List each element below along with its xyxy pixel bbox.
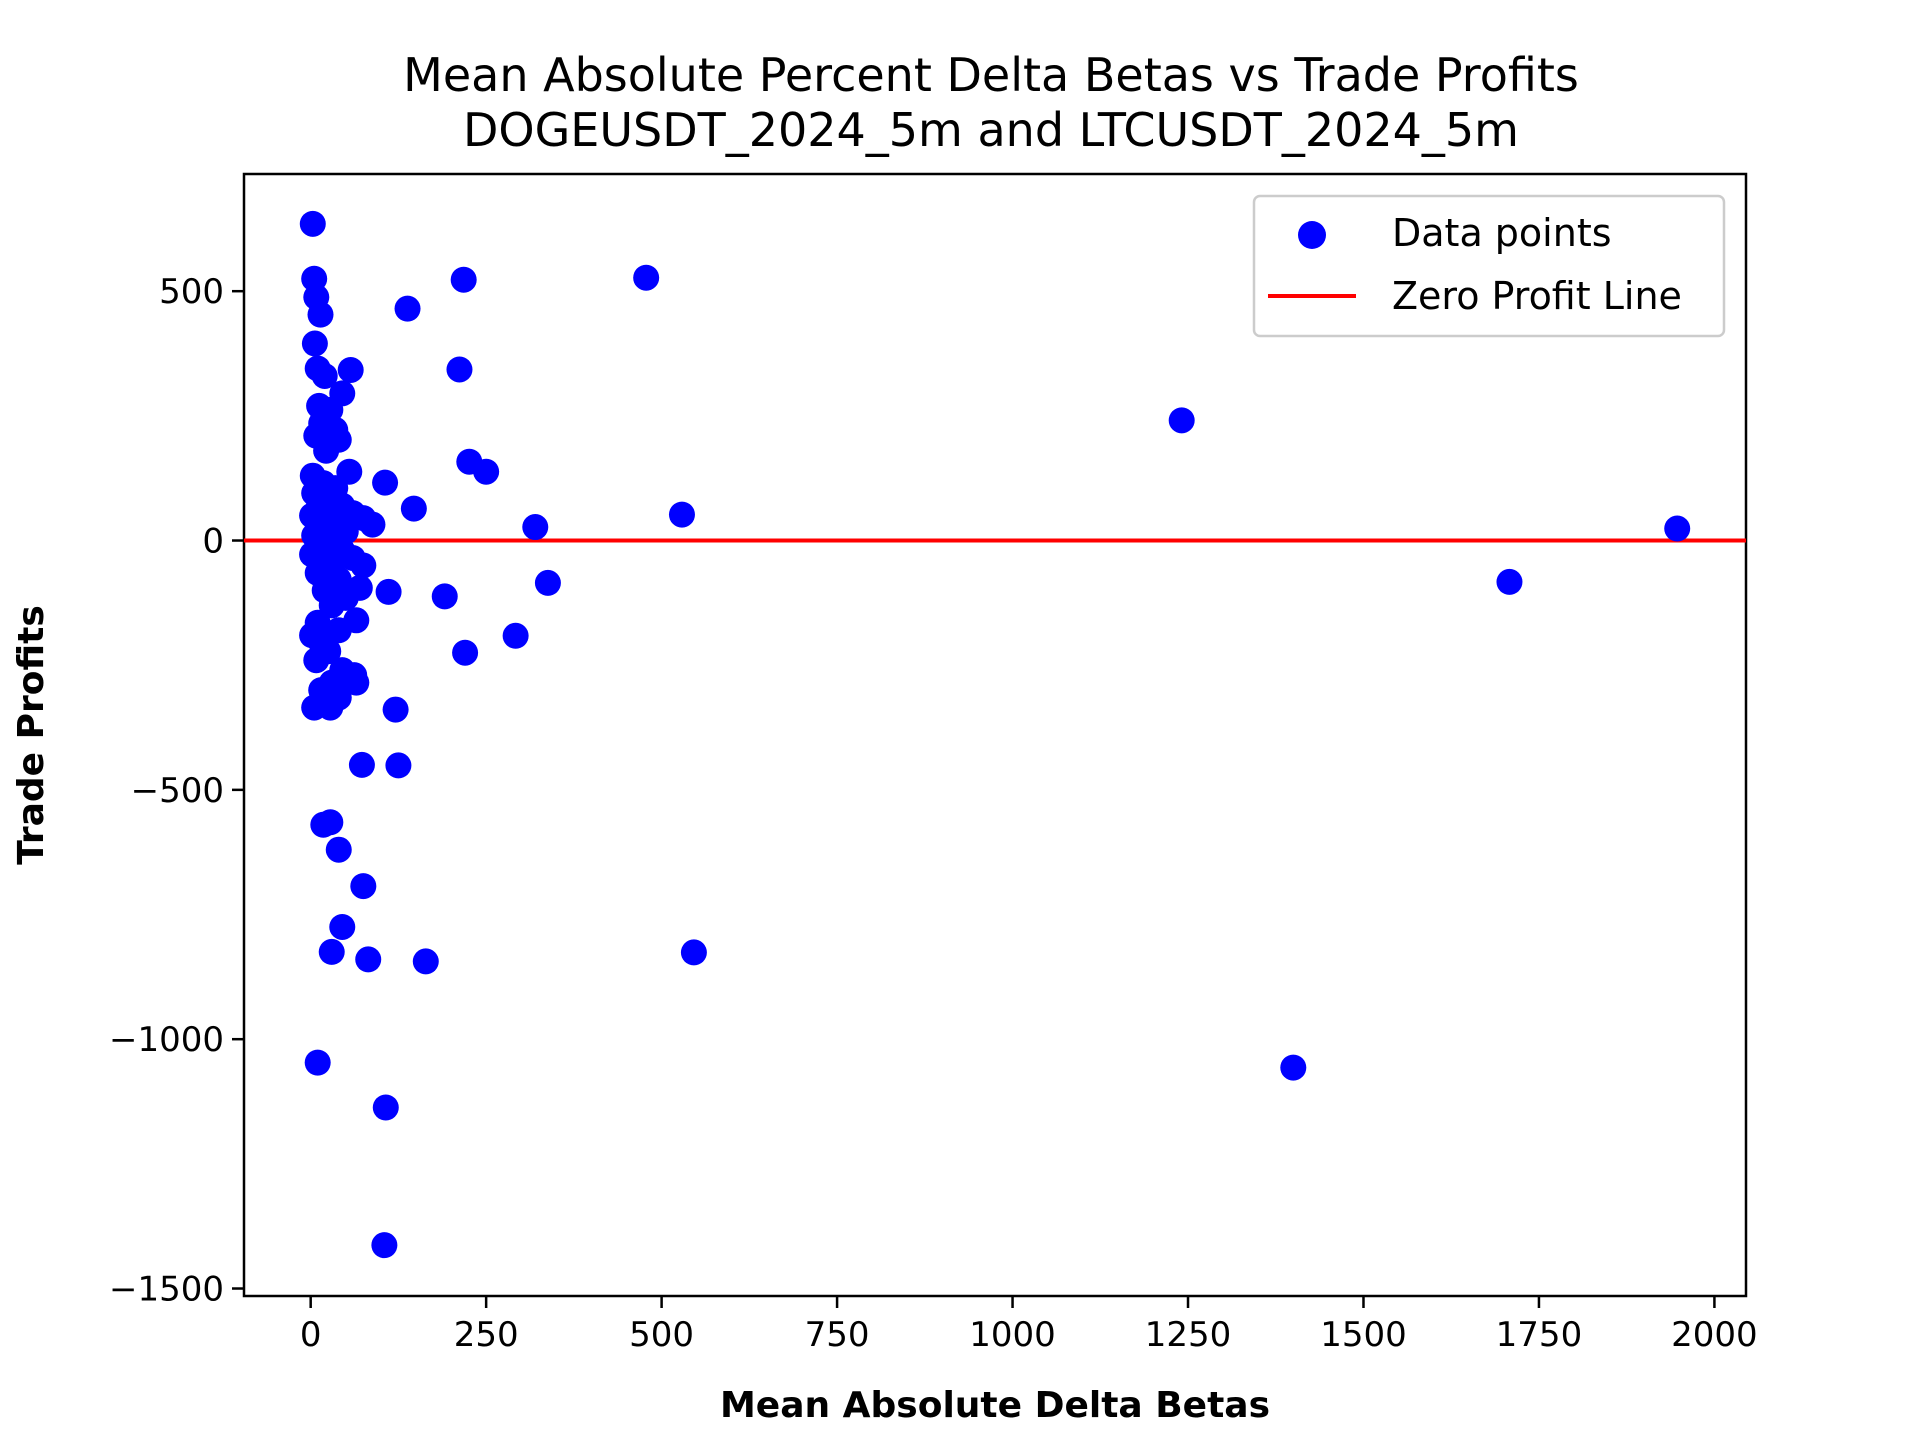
plot-frame	[242, 172, 1748, 1298]
legend-label-data-points: Data points	[1392, 211, 1612, 255]
data-point	[359, 511, 386, 538]
chart-title: Mean Absolute Percent Delta Betas vs Tra…	[403, 48, 1579, 102]
plot-area	[242, 172, 1748, 1298]
data-point	[311, 362, 338, 389]
data-point	[680, 939, 707, 966]
data-point	[348, 751, 375, 778]
data-point	[668, 501, 695, 528]
y-tick-label: −1500	[109, 1270, 224, 1310]
data-point	[318, 938, 345, 965]
x-tick-label: 1000	[969, 1315, 1056, 1355]
data-point	[633, 264, 660, 291]
x-tick-label: 2000	[1671, 1315, 1758, 1355]
data-point	[372, 1094, 399, 1121]
data-point	[350, 873, 377, 900]
chart-subtitle: DOGEUSDT_2024_5m and LTCUSDT_2024_5m	[463, 103, 1519, 157]
data-point	[343, 669, 370, 696]
y-tick-label: 0	[202, 522, 224, 562]
data-point	[325, 836, 352, 863]
data-point	[1496, 568, 1523, 595]
y-tick-label: −500	[131, 771, 224, 811]
data-point	[394, 295, 421, 322]
x-tick-label: 1500	[1320, 1315, 1407, 1355]
data-point	[317, 809, 344, 836]
data-point	[317, 694, 344, 721]
data-point	[355, 946, 382, 973]
y-tick-label: −1000	[109, 1020, 224, 1060]
data-point	[382, 696, 409, 723]
data-point	[534, 569, 561, 596]
y-tick-label: 500	[159, 272, 224, 312]
x-tick-label: 250	[454, 1315, 519, 1355]
data-point	[307, 301, 334, 328]
data-point	[431, 583, 458, 610]
data-point	[318, 592, 345, 619]
data-point	[303, 647, 330, 674]
data-point	[400, 495, 427, 522]
data-point	[522, 514, 549, 541]
data-point	[473, 458, 500, 485]
data-point	[446, 356, 473, 383]
x-tick-label: 1750	[1496, 1315, 1583, 1355]
data-point	[412, 948, 439, 975]
data-point	[452, 639, 479, 666]
legend: Data points Zero Profit Line	[1252, 194, 1726, 338]
y-axis-ticks: 500 0 −500 −1000 −1500	[109, 272, 244, 1310]
data-points	[299, 210, 1691, 1259]
data-point	[329, 913, 356, 940]
x-tick-label: 0	[300, 1315, 322, 1355]
data-point	[385, 752, 412, 779]
data-point	[313, 437, 340, 464]
x-tick-label: 500	[629, 1315, 694, 1355]
legend-marker-data-points	[1298, 221, 1326, 249]
data-point	[450, 266, 477, 293]
data-point	[371, 1232, 398, 1259]
data-point	[502, 622, 529, 649]
data-point	[375, 578, 402, 605]
x-tick-label: 1250	[1145, 1315, 1232, 1355]
data-point	[372, 469, 399, 496]
x-axis-label: Mean Absolute Delta Betas	[720, 1385, 1270, 1426]
data-point	[350, 552, 377, 579]
data-point	[1168, 407, 1195, 434]
data-point	[301, 330, 328, 357]
data-point	[337, 356, 364, 383]
x-axis-ticks: 0 250 500 750 1000 1250 1500 1750 2000	[300, 1296, 1758, 1355]
x-tick-label: 750	[805, 1315, 870, 1355]
data-point	[304, 1049, 331, 1076]
data-point	[1664, 515, 1691, 542]
legend-label-zero-profit-line: Zero Profit Line	[1392, 274, 1682, 318]
data-point	[1280, 1054, 1307, 1081]
legend-box	[1252, 194, 1726, 338]
y-axis-label: Trade Profits	[11, 605, 52, 865]
data-point	[299, 210, 326, 237]
